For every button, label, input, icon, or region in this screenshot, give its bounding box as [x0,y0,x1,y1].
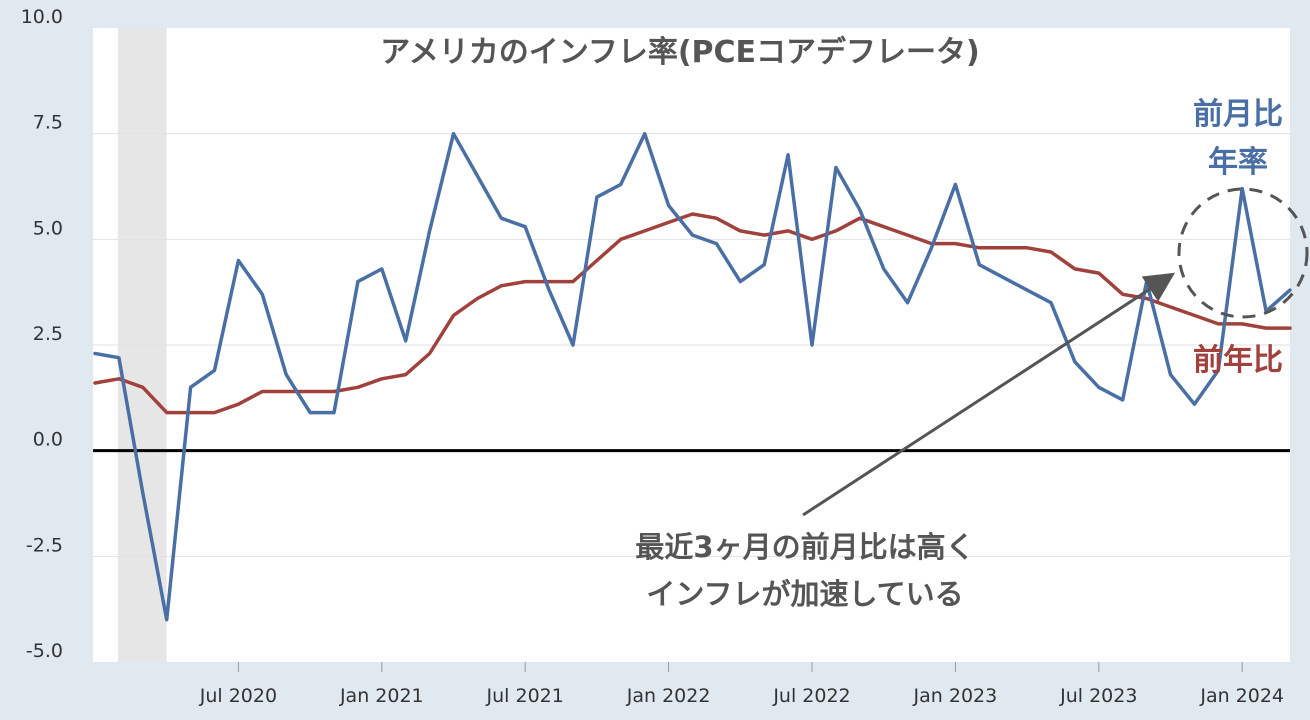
series-line-yoy [93,212,1292,415]
chart-title: アメリカのインフレ率(PCEコアデフレータ) [380,35,980,70]
y-tick-label: 2.5 [33,323,63,345]
x-tick-label: Jan 2022 [626,685,711,707]
y-tick-label: 7.5 [33,112,63,134]
x-tick-label: Jul 2022 [772,685,850,707]
x-tick-label: Jul 2021 [486,685,564,707]
annotation-arrow [802,272,1176,517]
annotation-line1: 最近3ヶ月の前月比は高く [635,530,974,564]
y-tick-label: 5.0 [33,217,63,239]
highlight-circle [1177,187,1309,319]
series-layer [93,131,1292,622]
y-tick-label: 0.0 [33,429,63,451]
x-tick-label: Jan 2024 [1199,685,1284,707]
x-tick-label: Jan 2021 [339,685,424,707]
series-line-mom [93,131,1292,622]
y-tick-label: -2.5 [26,534,63,556]
y-tick-label: 10.0 [21,6,63,28]
legend-yoy: 前年比 [1193,343,1283,378]
y-tick-label: -5.0 [26,640,63,662]
y-axis-ticks: 10.0 7.5 5.0 2.5 0.0 -2.5 -5.0 [21,6,63,662]
x-tick-label: Jan 2023 [913,685,998,707]
legend-mom-line2: 年率 [1208,145,1268,180]
x-tick-label: Jul 2023 [1059,685,1137,707]
x-axis-ticks: Jul 2020 Jan 2021 Jul 2021 Jan 2022 Jul 2022… [199,662,1284,707]
x-tick-label: Jul 2020 [199,685,277,707]
legend-mom-line1: 前月比 [1193,97,1283,132]
annotation-line2: インフレが加速している [646,577,963,611]
gridlines [93,133,1290,557]
